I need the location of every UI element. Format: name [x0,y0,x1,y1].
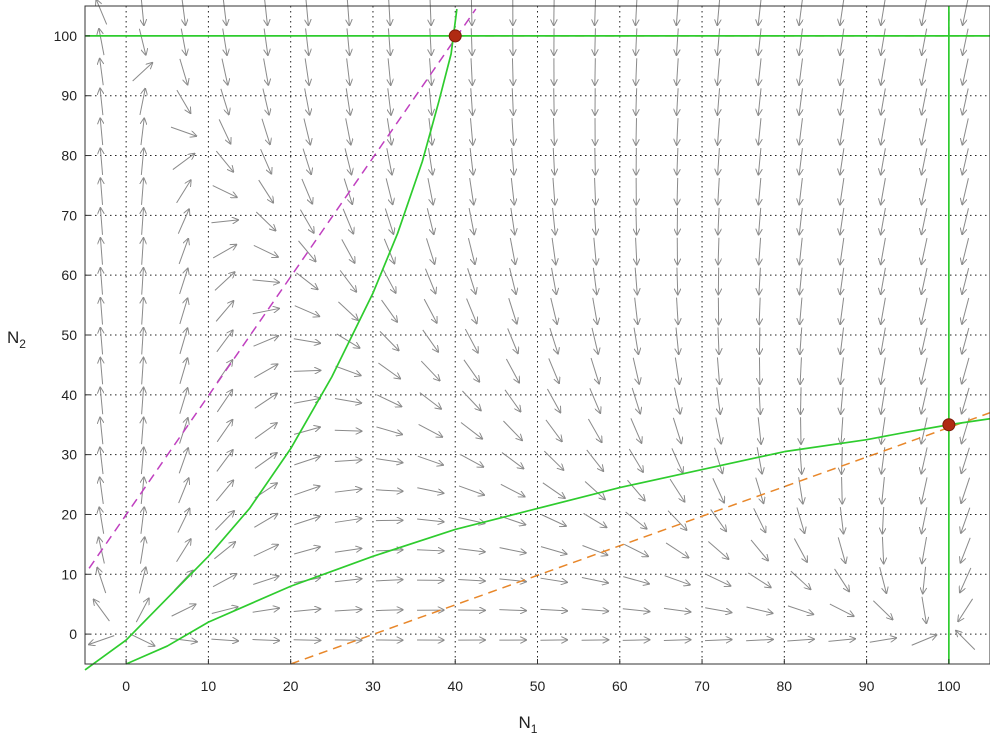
vector-arrow [800,387,801,414]
y-tick-label: 30 [61,447,77,463]
y-tick-label: 70 [61,207,77,223]
x-tick-label: 90 [859,678,875,694]
x-tick-label: 40 [447,678,463,694]
y-tick-label: 100 [54,28,78,44]
x-tick-label: 100 [937,678,961,694]
vector-arrow [842,477,843,504]
equilibrium-point-1 [449,30,461,42]
x-axis-label: N1 [519,713,538,736]
vector-arrow [636,208,637,235]
y-tick-label: 20 [61,506,77,522]
vector-arrow [471,0,472,25]
y-tick-label: 0 [69,626,77,642]
y-tick-label: 90 [61,88,77,104]
vector-arrow [595,28,596,55]
y-tick-label: 60 [61,267,77,283]
y-axis-label: N2 [7,328,26,351]
x-tick-label: 0 [122,678,130,694]
x-axis-label-main: N1 [519,713,538,736]
y-tick-label: 50 [61,327,77,343]
y-tick-label: 80 [61,148,77,164]
x-tick-label: 70 [694,678,710,694]
vector-arrow [677,178,678,205]
equilibrium-point-2 [943,419,955,431]
x-tick-label: 80 [777,678,793,694]
x-tick-label: 60 [612,678,628,694]
y-axis-label-main: N2 [7,328,26,351]
vector-arrow [636,118,637,145]
x-tick-label: 20 [283,678,299,694]
vector-arrow [623,640,650,641]
x-tick-label: 50 [530,678,546,694]
x-tick-label: 30 [365,678,381,694]
y-tick-label: 40 [61,387,77,403]
vector-arrow [595,148,596,175]
y-tick-label: 10 [61,566,77,582]
x-tick-label: 10 [201,678,217,694]
